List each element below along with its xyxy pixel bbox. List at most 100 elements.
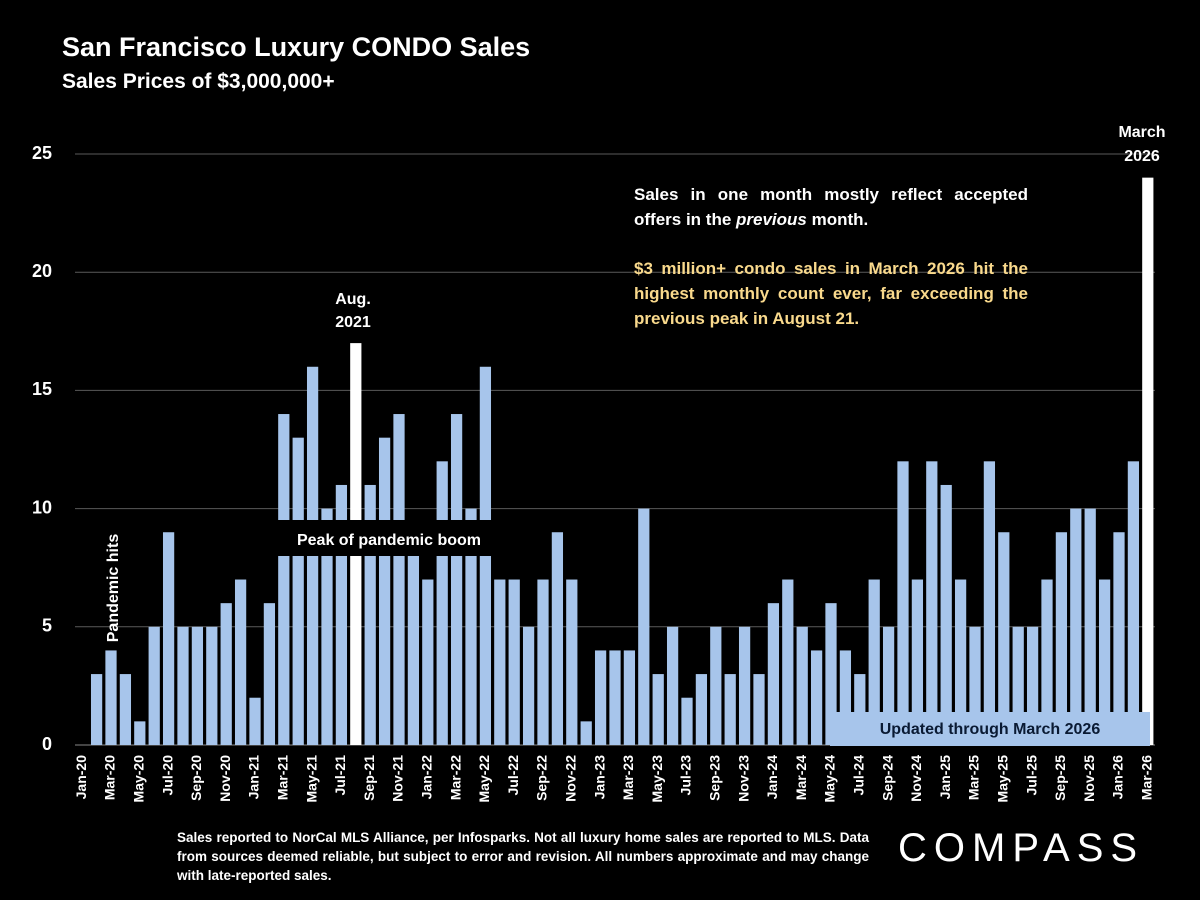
y-tick-label: 0	[42, 734, 52, 754]
bar	[119, 674, 132, 745]
annotation-box	[830, 712, 1150, 746]
x-tick-label: May-22	[476, 755, 492, 803]
bar	[738, 626, 751, 745]
bar	[926, 461, 938, 745]
x-tick-label: Nov-20	[217, 755, 233, 802]
note-highlight: $3 million+ condo sales in March 2026 hi…	[634, 259, 1028, 328]
bar	[724, 674, 736, 745]
footer-note: Sales reported to NorCal MLS Alliance, p…	[177, 830, 869, 883]
bar	[638, 508, 650, 745]
bar	[292, 437, 304, 745]
x-tick-label: Sep-25	[1052, 755, 1068, 801]
bar	[940, 484, 952, 745]
bar	[652, 674, 664, 745]
bar	[105, 650, 117, 745]
bar	[263, 603, 276, 745]
x-tick-label: Sep-24	[879, 755, 895, 801]
bar	[1084, 508, 1096, 745]
x-tick-label: Nov-22	[563, 755, 579, 802]
bar	[321, 508, 333, 745]
bar	[522, 626, 535, 745]
x-tick-label: Mar-20	[102, 755, 118, 800]
x-tick-label: Nov-25	[1081, 755, 1097, 802]
bar	[1026, 626, 1039, 745]
bar	[839, 650, 852, 745]
bar	[609, 650, 621, 745]
bar	[90, 674, 103, 745]
x-tick-label: Jan-24	[764, 755, 780, 800]
bar	[206, 626, 218, 745]
logo: COMPASS	[898, 826, 1145, 870]
bar	[220, 603, 232, 745]
y-tick-label: 5	[42, 616, 52, 636]
bar	[162, 532, 175, 745]
bar	[494, 579, 506, 745]
y-tick-label: 15	[32, 379, 52, 399]
x-tick-label: Jul-23	[678, 755, 694, 796]
bar	[450, 414, 463, 745]
bar	[782, 579, 794, 745]
x-tick-label: Mar-23	[620, 755, 636, 800]
bar	[1142, 177, 1154, 745]
x-tick-label: May-24	[822, 755, 838, 803]
bar	[825, 603, 837, 745]
bar	[681, 697, 693, 745]
note: Sales in one month mostly reflect accept…	[634, 182, 1028, 331]
bar	[364, 484, 376, 745]
bar	[594, 650, 607, 745]
x-tick-label: Mar-21	[275, 755, 291, 800]
y-tick-label: 20	[32, 261, 52, 281]
bar	[537, 579, 549, 745]
bar	[1012, 626, 1024, 745]
bar	[911, 579, 924, 745]
annotation: Updated through March 2026	[880, 721, 1101, 738]
annotation: Peak of pandemic boom	[297, 532, 481, 549]
bar	[868, 579, 880, 745]
bar	[580, 721, 592, 745]
x-tick-label: Jan-26	[1110, 755, 1126, 800]
bar	[335, 484, 348, 745]
annotation: Aug.	[335, 291, 371, 308]
x-tick-label: Nov-23	[735, 755, 751, 802]
bar	[191, 626, 204, 745]
bar	[983, 461, 996, 745]
bar	[177, 626, 189, 745]
bar	[810, 650, 823, 745]
x-tick-label: May-21	[303, 755, 319, 803]
x-tick-label: Jul-21	[332, 755, 348, 796]
note-emphasis: previous	[736, 210, 807, 229]
bar	[1070, 508, 1082, 745]
x-tick-label: Jul-20	[159, 755, 175, 796]
bar	[465, 508, 477, 745]
x-tick-label: Jan-25	[937, 755, 953, 800]
annotation: 2026	[1124, 148, 1160, 165]
x-tick-label: Nov-21	[390, 755, 406, 802]
bar	[1041, 579, 1053, 745]
bar	[249, 697, 261, 745]
bar	[278, 414, 290, 745]
bar	[998, 532, 1010, 745]
bar	[623, 650, 636, 745]
bar	[882, 626, 895, 745]
bar	[234, 579, 247, 745]
bar	[407, 555, 420, 745]
bar	[436, 461, 448, 745]
bar	[551, 532, 564, 745]
note-text: Sales in one month mostly reflect accept…	[634, 185, 1028, 229]
x-tick-label: Mar-26	[1139, 755, 1155, 800]
annotation-box	[276, 520, 492, 556]
annotation: March	[1118, 124, 1165, 141]
bar	[796, 626, 808, 745]
bar	[134, 721, 146, 745]
chart-subtitle: Sales Prices of $3,000,000+	[62, 70, 335, 93]
bar	[422, 579, 434, 745]
x-tick-label: Mar-24	[793, 755, 809, 800]
x-tick-label: May-23	[649, 755, 665, 803]
bar	[508, 579, 520, 745]
bar	[378, 437, 391, 745]
bar	[148, 626, 160, 745]
chart-title: San Francisco Luxury CONDO Sales	[62, 32, 531, 62]
annotation: 2021	[335, 314, 371, 331]
